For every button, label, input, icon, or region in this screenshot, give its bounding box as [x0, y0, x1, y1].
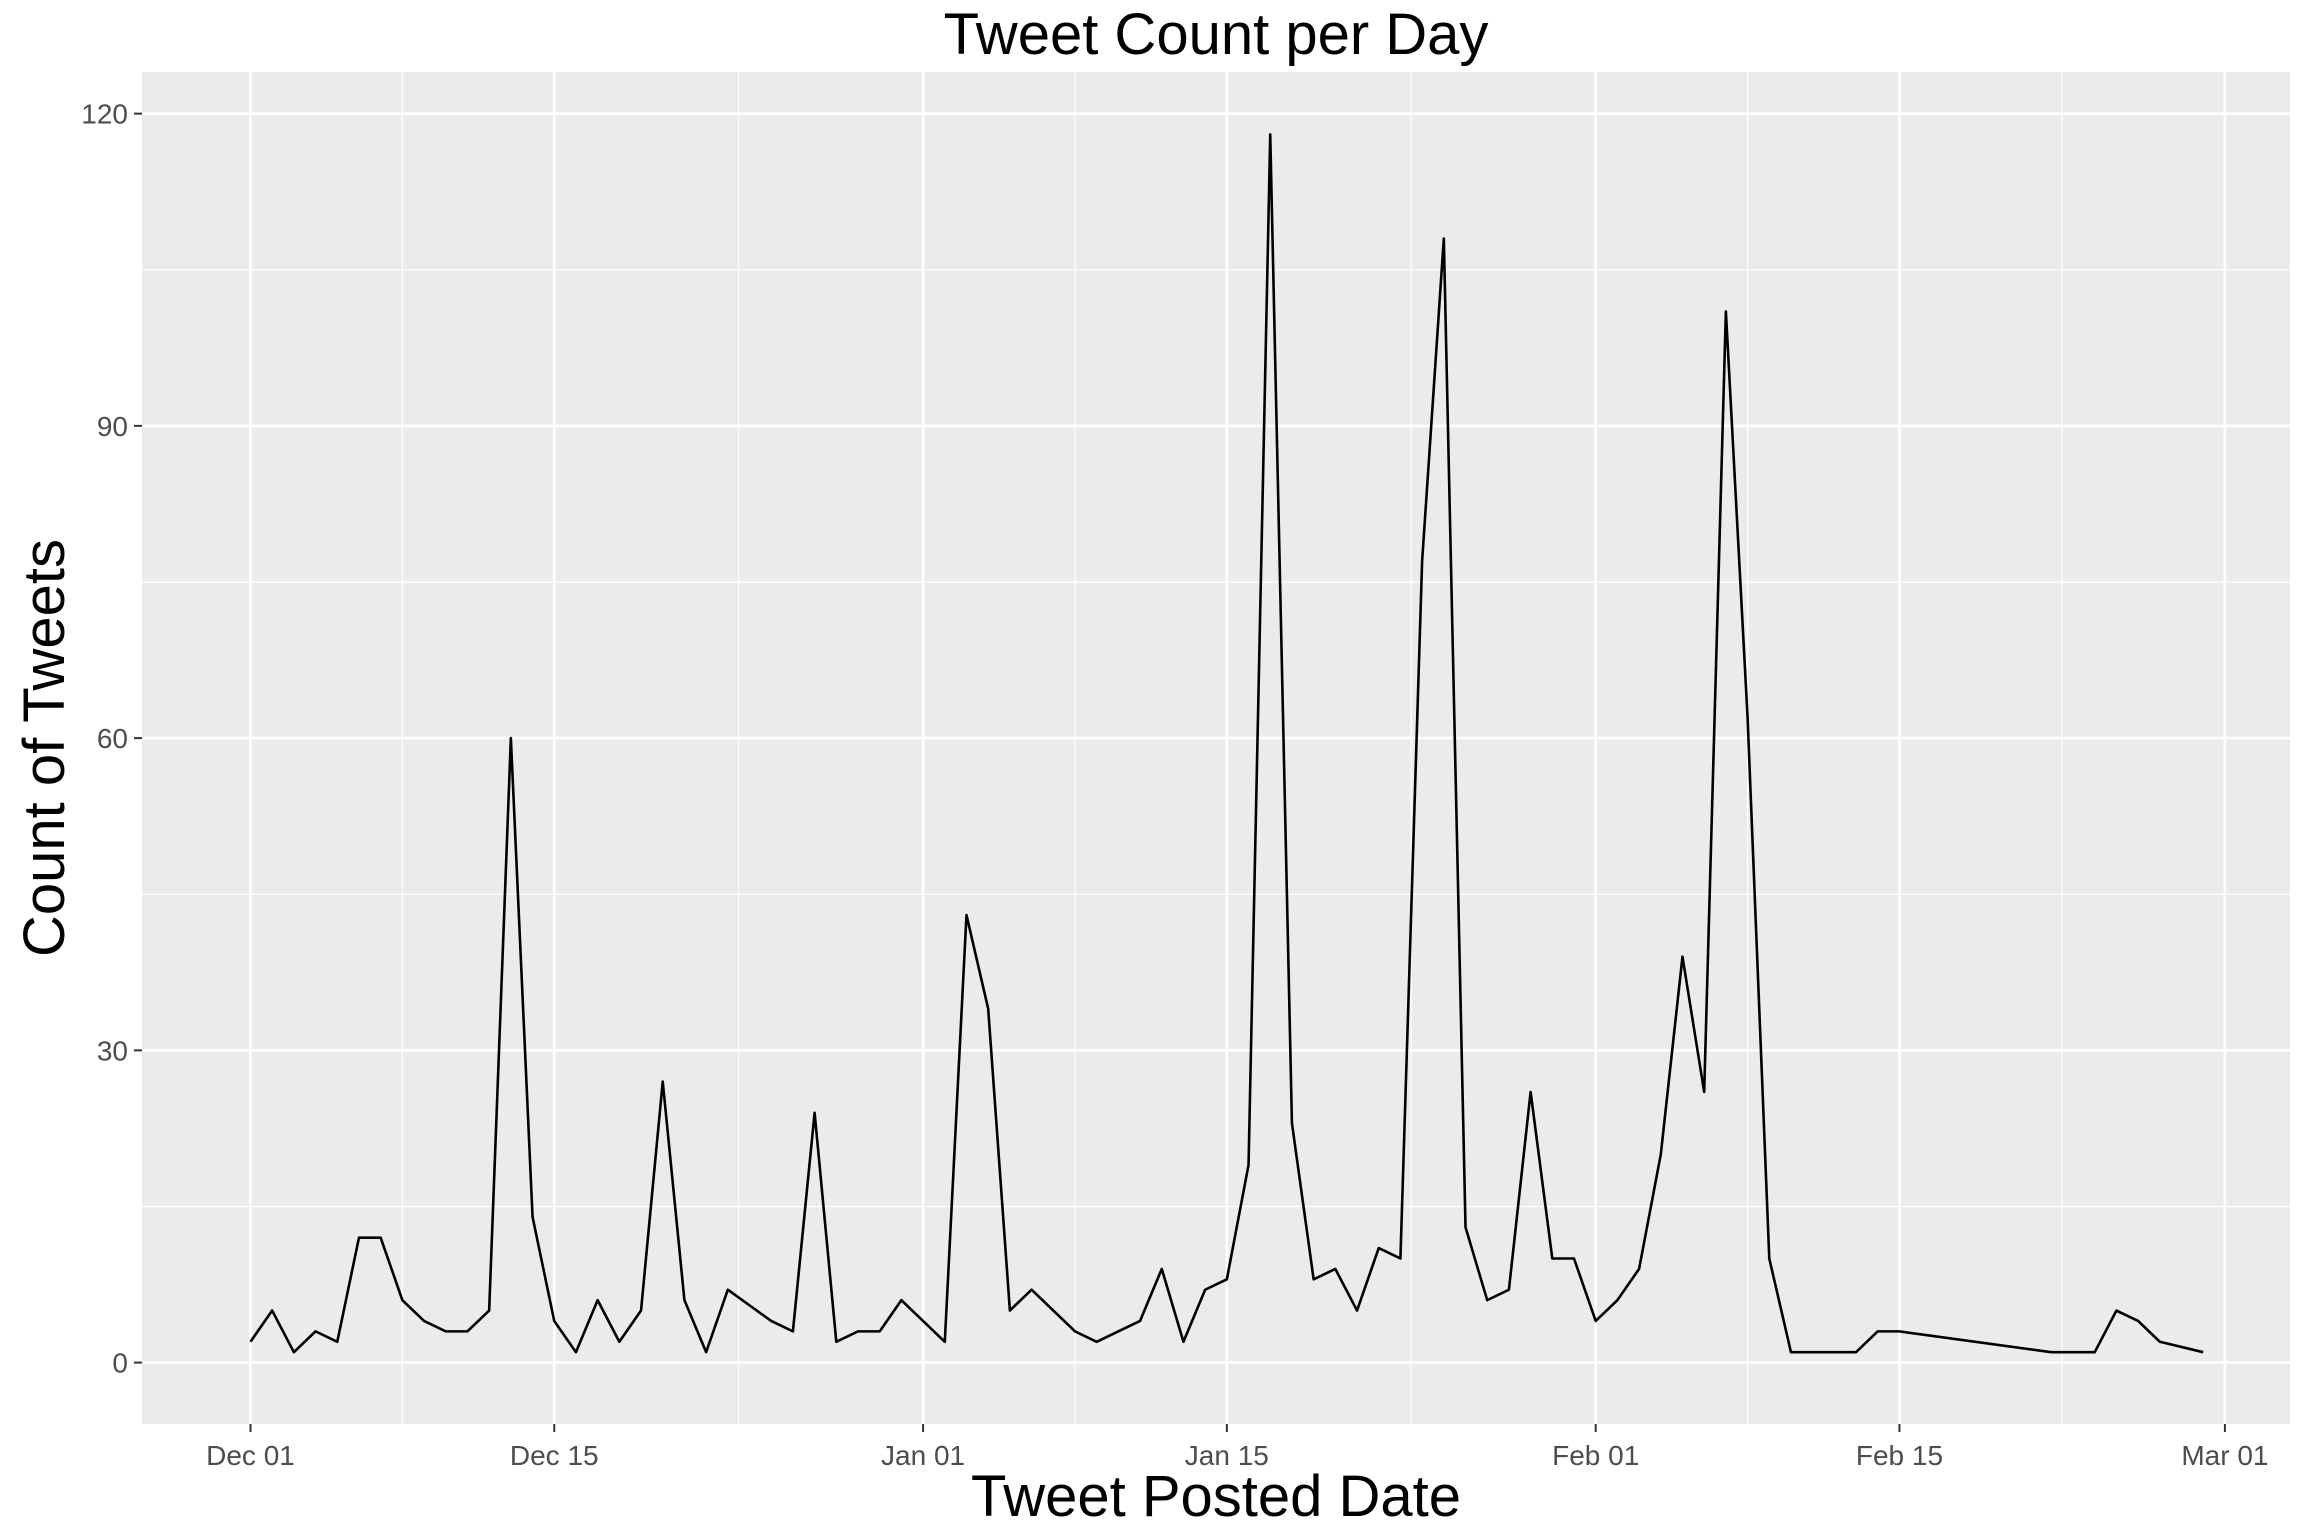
series-line — [249, 133, 2204, 1354]
y-tick-label: 120 — [81, 99, 128, 130]
x-tick-label: Mar 01 — [2181, 1440, 2268, 1471]
x-axis-title: Tweet Posted Date — [971, 1464, 1461, 1529]
series-layer — [249, 133, 2204, 1354]
y-tick-label: 0 — [112, 1348, 128, 1379]
y-tick-label: 90 — [97, 411, 128, 442]
x-axis: Dec 01 Dec 15 Jan 01 Jan 15 Feb 01 Feb 15 Mar … — [206, 1424, 2268, 1471]
plot-panel — [142, 72, 2290, 1424]
x-tick-label: Dec 01 — [206, 1440, 295, 1471]
y-axis: 0 30 60 90 120 — [81, 99, 142, 1379]
y-tick-label: 30 — [97, 1035, 128, 1066]
y-tick-label: 60 — [97, 723, 128, 754]
x-tick-label: Dec 15 — [510, 1440, 599, 1471]
x-tick-label: Feb 01 — [1552, 1440, 1639, 1471]
chart-title: Tweet Count per Day — [944, 2, 1489, 67]
x-tick-label: Jan 01 — [881, 1440, 965, 1471]
x-tick-label: Feb 15 — [1856, 1440, 1943, 1471]
y-axis-title: Count of Tweets — [12, 539, 77, 957]
x-tick-label: Jan 15 — [1185, 1440, 1269, 1471]
